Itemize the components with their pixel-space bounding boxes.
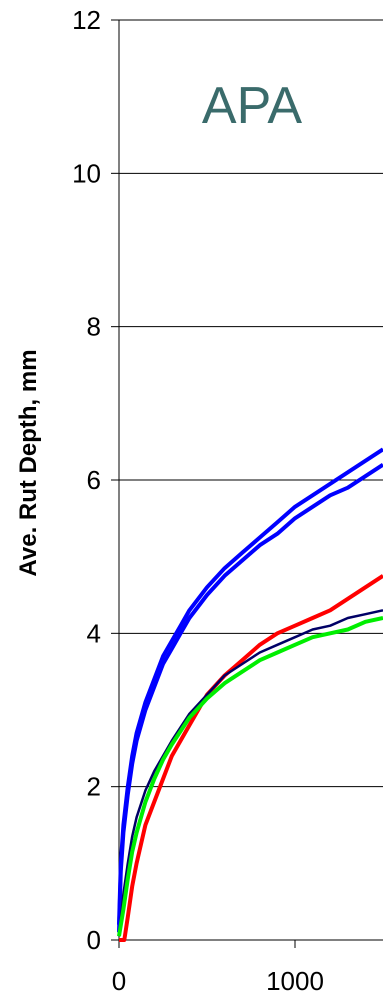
y-tick-label: 4 (87, 618, 101, 648)
y-tick-label: 12 (72, 5, 101, 35)
x-tick-label: 1000 (266, 966, 324, 996)
series-lines (117, 447, 383, 942)
series-line-4 (117, 609, 383, 937)
tick-labels: 0 2 4 6 8 10 12 0 1000 (72, 5, 324, 996)
axes (111, 19, 383, 948)
y-axis-title: Ave. Rut Depth, mm (15, 349, 42, 576)
y-tick-label: 0 (87, 925, 101, 955)
series-line-1 (117, 447, 383, 925)
chart-title: APA (202, 77, 303, 135)
y-tick-label: 6 (87, 465, 101, 495)
series-line-5 (117, 616, 383, 937)
series-line-2 (117, 463, 383, 933)
gridlines (119, 19, 383, 788)
y-tick-label: 2 (87, 772, 101, 802)
x-tick-label: 0 (112, 966, 126, 996)
y-tick-label: 10 (72, 158, 101, 188)
y-tick-label: 8 (87, 312, 101, 342)
